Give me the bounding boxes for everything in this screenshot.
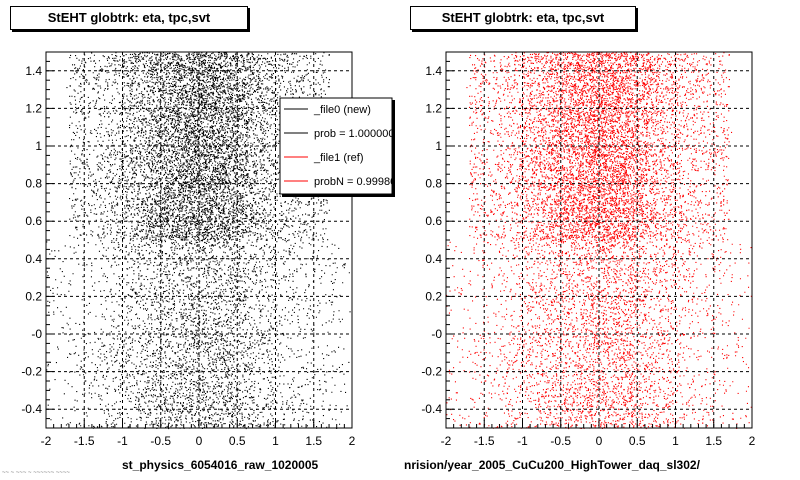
legend-shadow	[392, 100, 395, 196]
legend-label: prob = 1.000000	[314, 128, 394, 140]
x-tick-label: -0.5	[150, 434, 171, 448]
x-tick-label: 1.5	[705, 434, 722, 448]
scatter-series-ref	[446, 52, 753, 430]
x-tick-label: -1	[117, 434, 128, 448]
y-tick-label: 1.4	[425, 64, 442, 78]
legend-label: _file1 (ref)	[313, 152, 364, 164]
grid	[446, 52, 752, 428]
x-tick-label: 0	[596, 434, 603, 448]
y-tick-label: -0	[431, 327, 442, 341]
x-tick-label: 0.5	[629, 434, 646, 448]
y-tick-label: 1	[35, 139, 42, 153]
x-tick-label: -1	[517, 434, 528, 448]
y-tick-label: 1.4	[25, 64, 42, 78]
y-tick-label: 0.6	[25, 214, 42, 228]
legend: _file0 (new) prob = 1.000000 _file1 (ref) p…	[279, 97, 396, 197]
y-tick-label: -0.4	[21, 402, 42, 416]
x-tick-label: 1.5	[305, 434, 322, 448]
y-tick-label: 1.2	[25, 101, 42, 115]
x-tick-label: 2	[349, 434, 356, 448]
y-tick-label: 0.8	[425, 177, 442, 191]
y-tick-label: 0.4	[425, 252, 442, 266]
x-tick-label: -2	[441, 434, 452, 448]
y-tick-label: 0.2	[425, 289, 442, 303]
scatter-panel-right: -2 -1.5 -1 -0.5 0 0.5 1 1.5 2 -0.4 -0.2 -0 0.2 0.4 0.6…	[421, 51, 756, 448]
scatter-series-new	[46, 52, 351, 430]
scatter-points	[446, 52, 753, 430]
x-tick-label: 0.5	[229, 434, 246, 448]
y-tick-label: 1	[435, 139, 442, 153]
y-tick-label: 0.8	[25, 177, 42, 191]
axes: -2 -1.5 -1 -0.5 0 0.5 1 1.5 2 -0.4 -0.2 -0 0.2 0.4 0.6…	[21, 51, 356, 448]
scatter-points	[46, 52, 351, 430]
x-tick-label: 1	[672, 434, 679, 448]
x-tick-label: 1	[272, 434, 279, 448]
x-tick-label: 2	[749, 434, 756, 448]
chart-title-right: StEHT globtrk: eta, tpc,svt	[410, 6, 636, 30]
y-tick-label: -0.4	[421, 402, 442, 416]
axes: -2 -1.5 -1 -0.5 0 0.5 1 1.5 2 -0.4 -0.2 -0 0.2 0.4 0.6…	[421, 51, 756, 448]
y-tick-label: 0.2	[25, 289, 42, 303]
y-tick-label: -0.2	[421, 365, 442, 379]
x-tick-label: -1.5	[74, 434, 95, 448]
legend-label: probN = 0.99980	[314, 176, 396, 188]
y-tick-label: 0.6	[425, 214, 442, 228]
y-tick-label: -0.2	[21, 365, 42, 379]
y-tick-label: 1.2	[425, 101, 442, 115]
legend-shadow-bottom	[282, 194, 395, 197]
scatter-panel-left: -2 -1.5 -1 -0.5 0 0.5 1 1.5 2 -0.4 -0.2 -0 0.2 0.4 0.6…	[21, 51, 356, 448]
legend-label: _file0 (new)	[313, 104, 371, 116]
x-tick-label: -0.5	[550, 434, 571, 448]
x-axis-title-right: nrision/year_2005_CuCu200_HighTower_daq_…	[404, 458, 700, 472]
x-tick-label: -2	[41, 434, 52, 448]
x-axis-title-left: st_physics_6054016_raw_1020005	[122, 458, 319, 472]
chart-title-left: StEHT globtrk: eta, tpc,svt	[10, 6, 248, 30]
footer-note: ~~ ~ ~~~ ~ ~~~~~~ ~~~~	[2, 470, 70, 476]
y-tick-label: -0	[31, 327, 42, 341]
legend-box	[279, 97, 393, 195]
x-tick-label: 0	[196, 434, 203, 448]
x-tick-label: -1.5	[474, 434, 495, 448]
y-tick-label: 0.4	[25, 252, 42, 266]
